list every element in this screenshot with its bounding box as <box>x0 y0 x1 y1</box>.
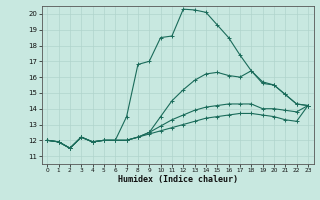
X-axis label: Humidex (Indice chaleur): Humidex (Indice chaleur) <box>118 175 237 184</box>
